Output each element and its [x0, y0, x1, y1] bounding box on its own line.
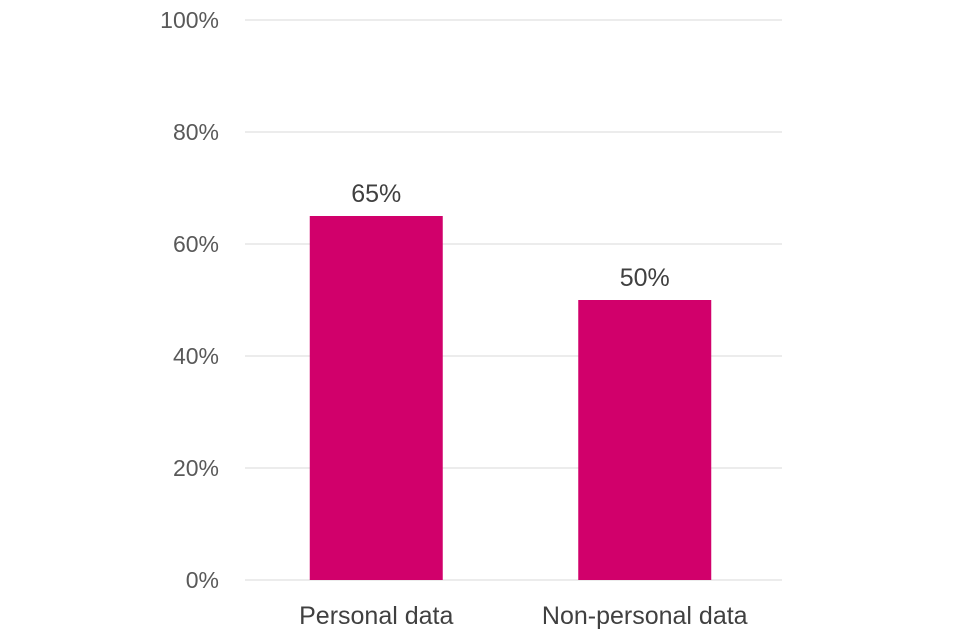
bar-personal-data: [309, 216, 443, 580]
y-tick-label: 40%: [173, 343, 219, 369]
y-axis-tick-labels: 0% 20% 40% 60% 80% 100%: [160, 7, 219, 593]
x-category-label: Personal data: [299, 602, 453, 630]
y-tick-label: 60%: [173, 231, 219, 257]
bar-non-personal-data: [578, 300, 712, 580]
bar-data-label: 50%: [620, 264, 670, 292]
y-tick-label: 0%: [186, 567, 219, 593]
y-tick-label: 100%: [160, 7, 219, 33]
bar-data-label: 65%: [351, 180, 401, 208]
x-axis-category-labels: Personal data Non-personal data: [299, 602, 748, 630]
y-tick-label: 20%: [173, 455, 219, 481]
y-tick-label: 80%: [173, 119, 219, 145]
bars: [309, 216, 712, 580]
data-labels: 65% 50%: [351, 180, 670, 292]
x-category-label: Non-personal data: [542, 602, 748, 630]
